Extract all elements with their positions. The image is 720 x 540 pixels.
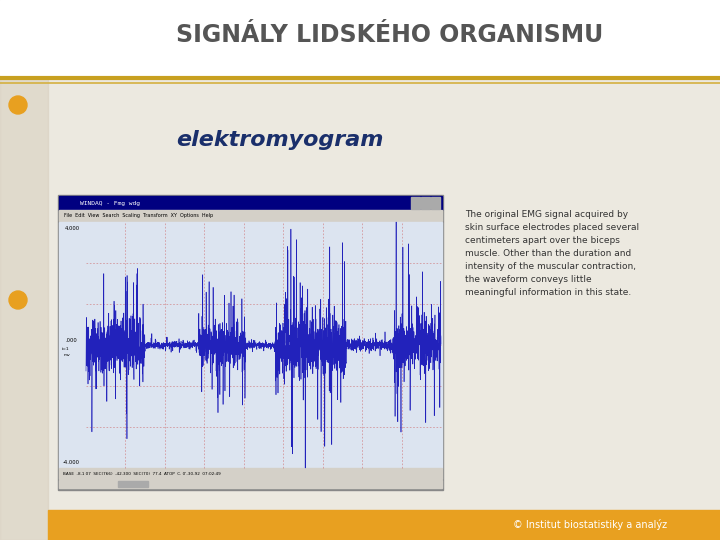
Bar [59, 196, 442, 210]
Text: meaningful information in this state.: meaningful information in this state. [465, 288, 631, 297]
Bar [0, 0, 48, 540]
Text: The original EMG signal acquired by: The original EMG signal acquired by [465, 210, 628, 219]
Text: mv: mv [63, 353, 71, 357]
Bar [48, 510, 720, 540]
Text: -4.000: -4.000 [63, 460, 79, 464]
Text: BASE  -8.1 07  SEC(766)  -42.300  SEC(70)  77.4  ATOP  C. 0'-30-92  07:02:49: BASE -8.1 07 SEC(766) -42.300 SEC(70) 77… [63, 472, 221, 476]
Text: .000: .000 [65, 339, 77, 343]
Bar [0, 0, 720, 75]
Bar [411, 197, 420, 209]
Text: skin surface electrodes placed several: skin surface electrodes placed several [465, 223, 639, 232]
Text: 4.000: 4.000 [64, 226, 80, 231]
Bar [59, 468, 442, 479]
Bar [59, 480, 442, 488]
Bar [59, 222, 442, 468]
Text: intensity of the muscular contraction,: intensity of the muscular contraction, [465, 262, 636, 271]
Text: muscle. Other than the duration and: muscle. Other than the duration and [465, 249, 631, 258]
Circle shape [9, 291, 27, 309]
Bar [118, 481, 148, 487]
Text: WINDAQ - Fmg wdg: WINDAQ - Fmg wdg [80, 200, 140, 206]
Bar [58, 195, 443, 490]
Bar [59, 210, 442, 221]
Text: © Institut biostatistiky a analýz: © Institut biostatistiky a analýz [513, 519, 667, 530]
Text: centimeters apart over the biceps: centimeters apart over the biceps [465, 236, 620, 245]
Text: the waveform conveys little: the waveform conveys little [465, 275, 592, 284]
Bar [431, 197, 440, 209]
Text: elektromyogram: elektromyogram [176, 130, 384, 150]
Text: File  Edit  View  Search  Scaling  Transform  XY  Options  Help: File Edit View Search Scaling Transform … [64, 213, 213, 218]
Circle shape [9, 96, 27, 114]
Text: SIGNÁLY LIDSKÉHO ORGANISMU: SIGNÁLY LIDSKÉHO ORGANISMU [176, 23, 603, 47]
Text: i=1: i=1 [61, 347, 69, 351]
Bar [421, 197, 430, 209]
